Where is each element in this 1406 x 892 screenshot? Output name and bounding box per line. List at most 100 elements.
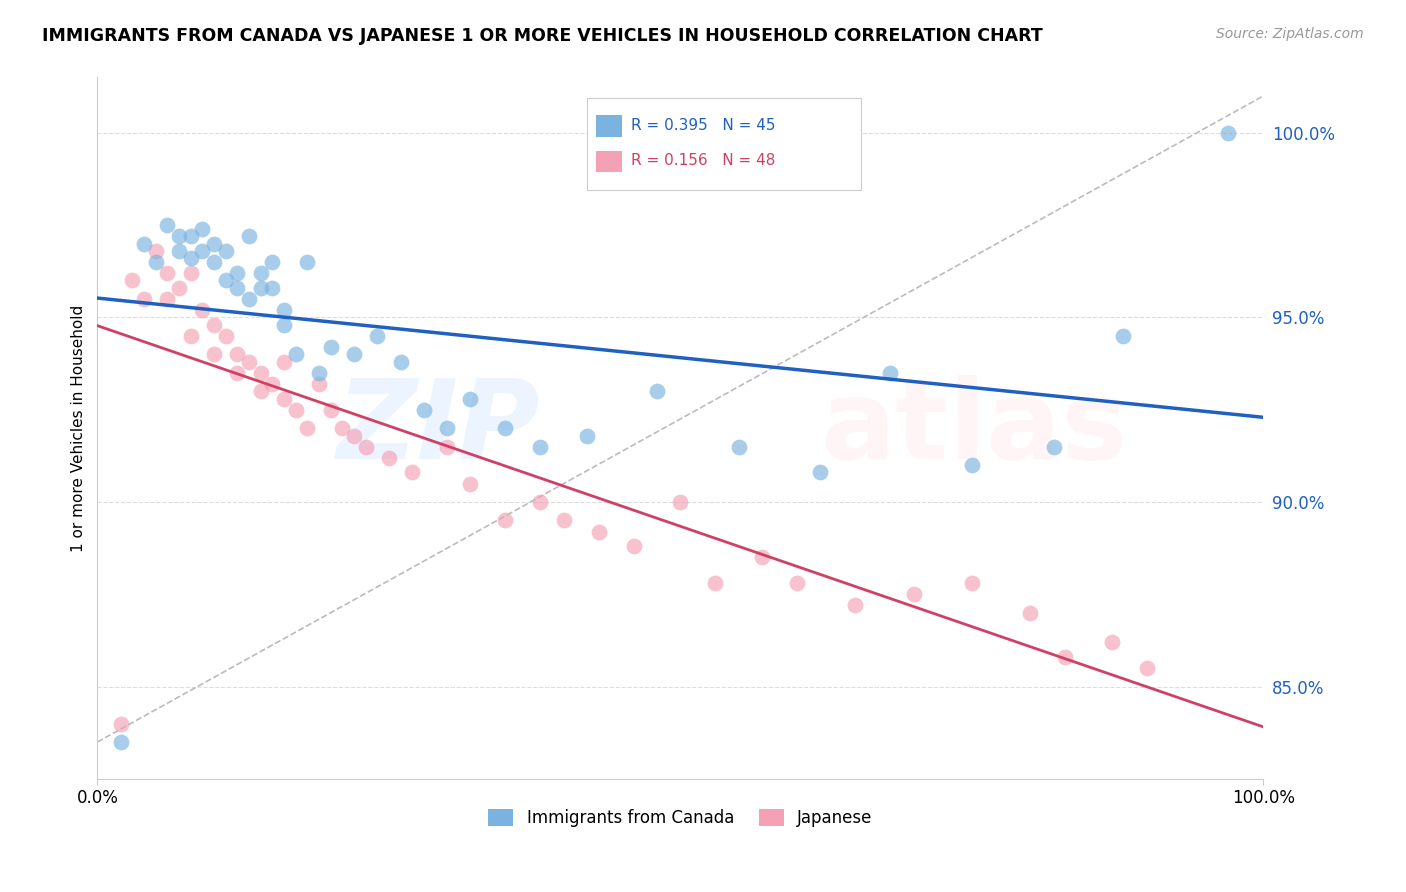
Point (202, 236, 225, 251)
Point (319, 340, 342, 354)
Point (262, 376, 284, 391)
Point (495, 513, 517, 527)
Point (214, 244, 236, 258)
Point (132, 292, 155, 306)
Y-axis label: 1 or more Vehicles in Household: 1 or more Vehicles in Household (72, 304, 86, 552)
Point (180, 252, 202, 266)
Text: R = 0.395   N = 45: R = 0.395 N = 45 (631, 118, 776, 133)
Point (273, 392, 295, 406)
Point (273, 303, 295, 318)
Point (238, 229, 260, 244)
Point (460, 392, 482, 406)
Point (297, 255, 319, 269)
Point (436, 421, 458, 435)
Point (167, 244, 190, 258)
Point (226, 266, 249, 280)
Point (378, 450, 401, 465)
Point (960, 576, 983, 591)
Point (145, 255, 167, 269)
Point (238, 355, 260, 369)
Point (226, 281, 249, 295)
Point (284, 402, 307, 417)
Point (180, 266, 202, 280)
Text: R = 0.156   N = 48: R = 0.156 N = 48 (631, 153, 776, 168)
Point (226, 366, 249, 380)
Point (366, 329, 388, 343)
Point (704, 576, 727, 591)
Point (844, 599, 866, 613)
Point (308, 376, 330, 391)
Point (343, 428, 366, 442)
Point (330, 421, 353, 435)
Point (202, 347, 225, 361)
Point (180, 329, 202, 343)
Point (460, 476, 482, 491)
Point (262, 255, 284, 269)
Point (727, 440, 749, 454)
Text: Source: ZipAtlas.com: Source: ZipAtlas.com (1216, 27, 1364, 41)
Point (436, 440, 458, 454)
Point (191, 244, 214, 258)
Point (238, 292, 260, 306)
Point (249, 366, 271, 380)
Legend: Immigrants from Canada, Japanese: Immigrants from Canada, Japanese (481, 802, 879, 834)
Point (156, 292, 179, 306)
Text: IMMIGRANTS FROM CANADA VS JAPANESE 1 OR MORE VEHICLES IN HOUSEHOLD CORRELATION C: IMMIGRANTS FROM CANADA VS JAPANESE 1 OR … (42, 27, 1043, 45)
Bar (596, 151, 621, 172)
Point (553, 513, 575, 527)
Point (588, 524, 610, 539)
Point (202, 318, 225, 332)
Point (191, 303, 214, 318)
Point (180, 229, 202, 244)
Text: ZIP: ZIP (337, 375, 540, 482)
Point (297, 421, 319, 435)
Point (576, 428, 599, 442)
Point (1218, 126, 1240, 140)
Point (214, 329, 236, 343)
Point (110, 716, 132, 731)
Point (191, 222, 214, 236)
Point (273, 318, 295, 332)
Point (145, 244, 167, 258)
Point (167, 281, 190, 295)
Point (273, 355, 295, 369)
Point (1112, 329, 1135, 343)
Point (1054, 650, 1077, 665)
Point (1042, 440, 1064, 454)
Point (808, 466, 831, 480)
Point (167, 229, 190, 244)
Point (319, 402, 342, 417)
Point (879, 366, 901, 380)
Point (202, 255, 225, 269)
Point (214, 273, 236, 287)
Point (389, 355, 412, 369)
Point (308, 366, 330, 380)
Point (354, 440, 377, 454)
Point (156, 266, 179, 280)
Point (786, 576, 808, 591)
Point (623, 539, 645, 553)
Point (249, 266, 271, 280)
Point (645, 384, 668, 399)
Point (132, 236, 155, 251)
Point (495, 421, 517, 435)
Point (401, 466, 423, 480)
Point (529, 440, 551, 454)
Point (249, 384, 271, 399)
Point (751, 550, 773, 565)
Point (156, 218, 179, 232)
Point (412, 402, 434, 417)
Point (1101, 635, 1123, 649)
Point (262, 281, 284, 295)
Point (249, 281, 271, 295)
Bar (588, 98, 860, 190)
Point (669, 495, 692, 509)
Point (903, 587, 925, 601)
Text: atlas: atlas (820, 375, 1128, 482)
Point (284, 347, 307, 361)
Point (110, 735, 132, 749)
Point (960, 458, 983, 472)
Point (1019, 606, 1042, 620)
Point (1136, 661, 1159, 675)
Point (343, 347, 366, 361)
